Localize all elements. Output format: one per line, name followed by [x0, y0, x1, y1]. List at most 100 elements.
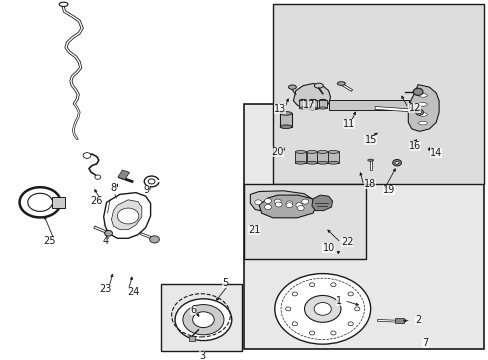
Bar	[118, 170, 129, 180]
Text: 6: 6	[190, 305, 196, 315]
Polygon shape	[111, 200, 142, 230]
Text: 17: 17	[302, 100, 315, 110]
Circle shape	[309, 331, 314, 335]
Circle shape	[149, 236, 159, 243]
Circle shape	[301, 199, 308, 204]
Ellipse shape	[314, 83, 323, 88]
Circle shape	[392, 159, 401, 166]
Circle shape	[285, 203, 292, 208]
Text: 22: 22	[340, 237, 353, 247]
Bar	[306, 151, 317, 163]
Bar	[161, 284, 242, 351]
Bar	[52, 197, 64, 208]
Text: 26: 26	[90, 196, 103, 206]
Circle shape	[347, 322, 352, 326]
Text: 18: 18	[363, 179, 375, 189]
Ellipse shape	[418, 94, 427, 97]
Bar	[272, 4, 483, 184]
Text: 15: 15	[364, 135, 376, 145]
Circle shape	[274, 274, 370, 344]
Bar	[394, 318, 403, 323]
Text: 2: 2	[415, 315, 421, 325]
Circle shape	[394, 161, 398, 164]
Circle shape	[285, 201, 292, 206]
Ellipse shape	[318, 99, 326, 102]
Ellipse shape	[306, 161, 317, 164]
Circle shape	[104, 230, 112, 236]
Circle shape	[330, 283, 335, 287]
Bar	[295, 151, 305, 163]
Ellipse shape	[306, 150, 317, 153]
Circle shape	[264, 198, 271, 203]
Circle shape	[117, 208, 139, 224]
Ellipse shape	[418, 121, 427, 125]
Circle shape	[95, 175, 101, 179]
Text: 13: 13	[273, 104, 285, 114]
Text: 10: 10	[322, 243, 334, 253]
Circle shape	[192, 312, 214, 328]
Polygon shape	[259, 195, 316, 218]
Circle shape	[412, 88, 422, 95]
Ellipse shape	[280, 112, 291, 115]
Text: 7: 7	[422, 338, 427, 348]
Text: 8: 8	[110, 183, 116, 193]
Ellipse shape	[59, 2, 68, 6]
Text: 21: 21	[247, 225, 260, 235]
Ellipse shape	[418, 113, 427, 116]
Text: 9: 9	[143, 185, 149, 195]
Circle shape	[148, 179, 155, 184]
Bar	[327, 151, 338, 163]
Circle shape	[175, 299, 231, 341]
Text: 1: 1	[336, 296, 342, 306]
Bar	[244, 184, 365, 259]
Circle shape	[292, 322, 297, 326]
Circle shape	[415, 109, 423, 115]
Ellipse shape	[295, 161, 305, 164]
Ellipse shape	[318, 107, 326, 109]
Circle shape	[354, 307, 359, 311]
Text: 5: 5	[222, 278, 227, 288]
Circle shape	[285, 307, 290, 311]
Polygon shape	[293, 84, 330, 110]
Text: 16: 16	[407, 141, 420, 151]
Circle shape	[347, 292, 352, 296]
Circle shape	[183, 305, 224, 335]
Bar	[299, 100, 306, 108]
Circle shape	[297, 206, 304, 211]
Text: 25: 25	[43, 236, 56, 246]
Circle shape	[144, 176, 159, 187]
Circle shape	[309, 283, 314, 287]
Polygon shape	[407, 85, 438, 131]
Text: 20: 20	[271, 147, 284, 157]
Circle shape	[295, 203, 302, 208]
Text: 19: 19	[382, 185, 395, 195]
Text: 14: 14	[429, 148, 442, 158]
Bar	[279, 113, 291, 127]
Polygon shape	[311, 195, 332, 211]
Bar	[317, 151, 327, 163]
Circle shape	[313, 302, 331, 315]
Ellipse shape	[367, 159, 373, 161]
Ellipse shape	[327, 161, 338, 164]
Ellipse shape	[337, 82, 345, 85]
Ellipse shape	[418, 103, 427, 106]
Text: 24: 24	[126, 287, 139, 297]
Bar	[188, 336, 194, 341]
Ellipse shape	[295, 150, 305, 153]
Text: 4: 4	[102, 236, 108, 246]
Ellipse shape	[317, 150, 327, 153]
Bar	[244, 104, 483, 349]
Circle shape	[264, 204, 271, 210]
Ellipse shape	[308, 107, 316, 109]
Ellipse shape	[299, 107, 306, 109]
Text: 23: 23	[99, 284, 111, 294]
Bar	[328, 100, 408, 110]
Ellipse shape	[280, 125, 291, 129]
Polygon shape	[250, 191, 311, 212]
Ellipse shape	[299, 99, 306, 102]
Circle shape	[254, 200, 261, 205]
Circle shape	[292, 292, 297, 296]
Bar	[318, 100, 326, 108]
Circle shape	[274, 199, 281, 204]
Ellipse shape	[317, 161, 327, 164]
